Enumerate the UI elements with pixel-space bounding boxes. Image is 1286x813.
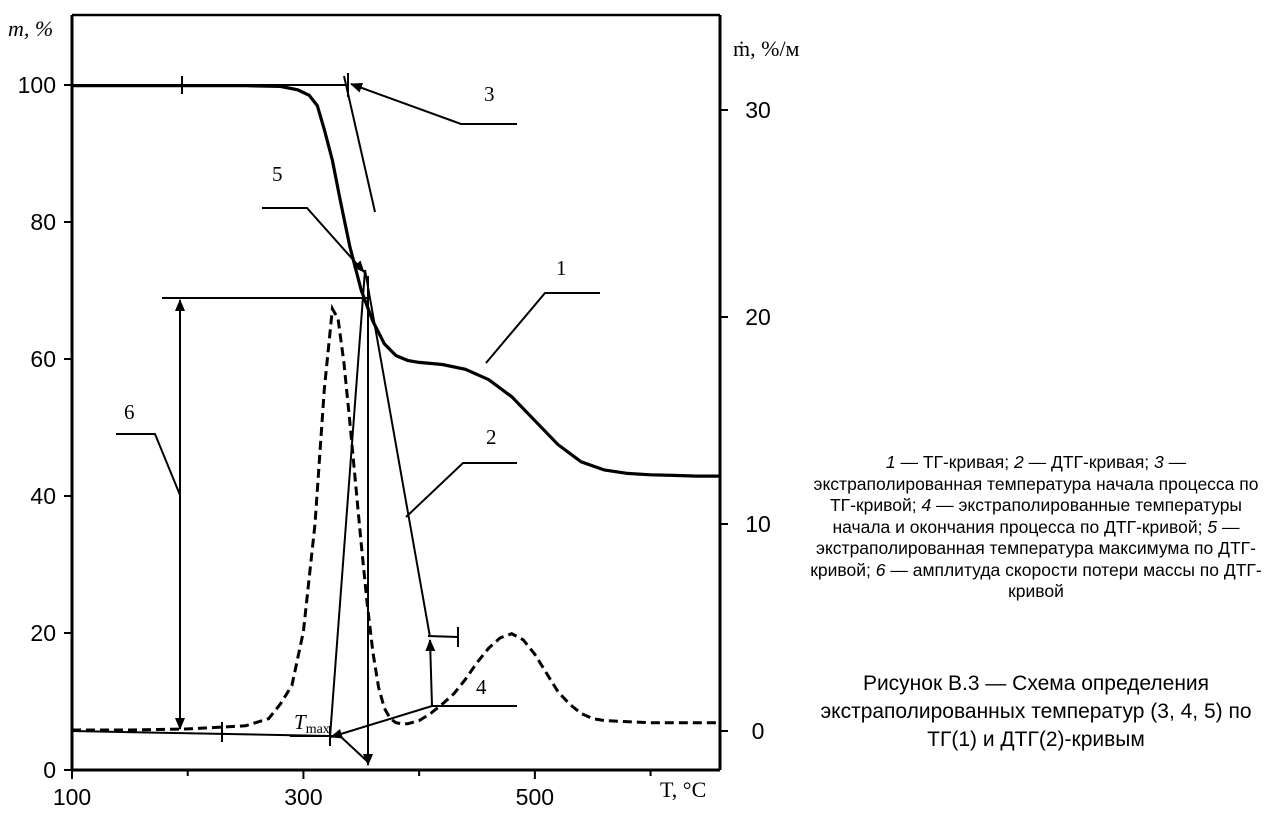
x-axis-title: T, °C xyxy=(660,777,706,802)
y-left-tick-label: 20 xyxy=(30,620,56,646)
tmax-label-main: T xyxy=(294,710,307,734)
tg-tangent-line xyxy=(343,75,376,213)
dtg-baseline-right xyxy=(427,635,459,638)
x-tick-label: 100 xyxy=(53,784,91,810)
dtg-rise-tangent xyxy=(329,269,366,738)
caption-text: — ТГ-кривая; xyxy=(895,452,1015,472)
caption-number: 6 xyxy=(875,559,886,580)
dtg-baseline-left xyxy=(71,730,331,737)
y-left-tick-label: 80 xyxy=(30,209,56,235)
x-tick-label: 500 xyxy=(516,784,554,810)
x-tick-label: 300 xyxy=(284,784,322,810)
leader-2 xyxy=(405,462,517,518)
figure-title: Рисунок В.3 — Схема определения экстрапо… xyxy=(820,672,1252,751)
y-right-tick-label: 0 xyxy=(752,718,765,744)
callout-label-5: 5 xyxy=(272,162,283,186)
leader-5 xyxy=(262,207,365,273)
caption-text: — экстраполированная температура начала … xyxy=(813,452,1259,515)
caption-text: — экстраполированные температуры начала … xyxy=(832,495,1243,537)
dtg-curve-2 xyxy=(72,303,720,732)
tg-curve-1 xyxy=(72,84,720,478)
caption-number: 4 xyxy=(921,495,932,515)
callout-leaders xyxy=(116,83,600,763)
y-right-tick-label: 10 xyxy=(745,511,771,537)
caption-number: 2 xyxy=(1014,452,1024,472)
callout-label-4: 4 xyxy=(476,675,487,699)
figure-legend-caption: 1 — ТГ-кривая; 2 — ДТГ-кривая; 3 — экстр… xyxy=(800,452,1272,603)
callout-label-1: 1 xyxy=(556,256,567,280)
dtg-fall-tangent xyxy=(364,269,431,638)
y-right-axis-title: ṁ, %/мин xyxy=(733,36,800,61)
y-left-tick-label: 60 xyxy=(30,346,56,372)
y-right-tick-label: 30 xyxy=(745,97,771,123)
caption-text: — экстраполированная температура максиму… xyxy=(810,516,1256,580)
tick-marks xyxy=(64,84,728,779)
leader-1 xyxy=(485,292,600,364)
curve-tick-marks xyxy=(181,73,459,746)
y-left-axis-title: m, % xyxy=(8,16,53,41)
y-left-tick-label: 40 xyxy=(30,483,56,509)
leader-4a xyxy=(330,705,517,739)
caption-number: 1 xyxy=(885,452,896,472)
leader-4b xyxy=(425,639,436,707)
construction-lines xyxy=(71,75,459,766)
tmax-label: Tmax xyxy=(294,710,330,737)
caption-number: 3 xyxy=(1154,452,1164,472)
callout-label-6: 6 xyxy=(124,400,135,424)
caption-text: — амплитуда скорости потери массы по ДТГ… xyxy=(885,559,1262,602)
leader-tmax xyxy=(290,735,369,763)
leader-6 xyxy=(116,433,181,496)
caption-text: — ДТГ-кривая; xyxy=(1023,452,1155,472)
axes xyxy=(70,13,722,772)
caption-number: 5 xyxy=(1207,516,1218,537)
tmax-label-sub: max xyxy=(306,722,330,737)
leader-3 xyxy=(350,83,517,125)
callout-label-3: 3 xyxy=(484,82,495,106)
y-left-tick-label: 0 xyxy=(43,757,56,783)
y-left-tick-label: 100 xyxy=(18,72,56,98)
y-right-tick-label: 20 xyxy=(745,304,771,330)
callout-label-2: 2 xyxy=(486,425,497,449)
